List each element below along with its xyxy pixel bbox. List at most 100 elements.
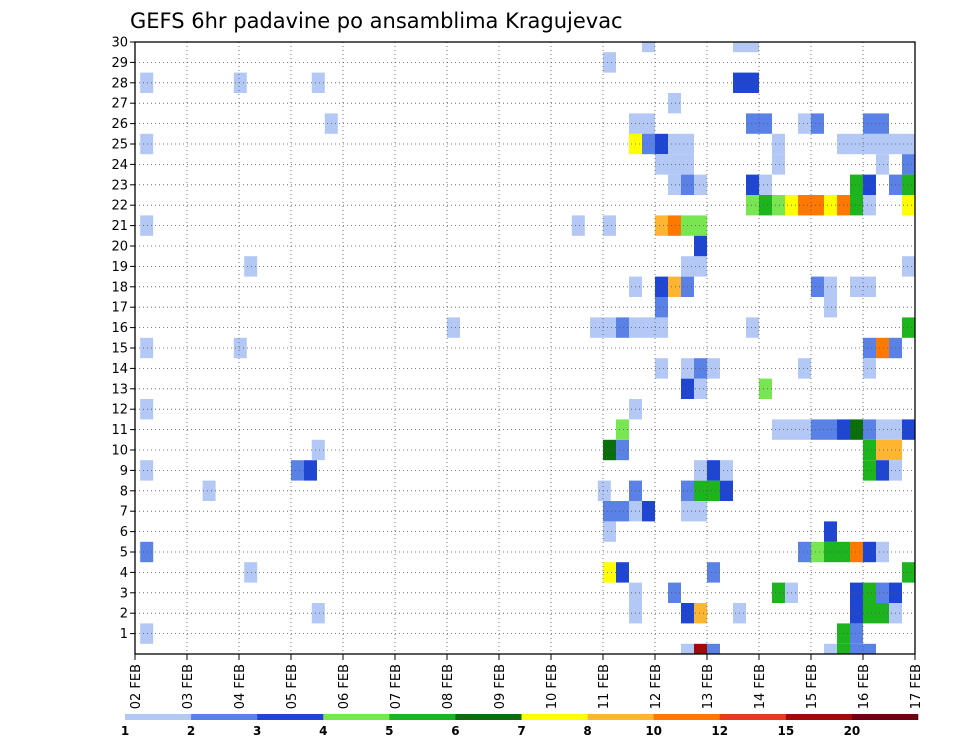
y-tick-label: 14 <box>111 362 128 377</box>
colorbar-label: 10 <box>645 724 662 738</box>
heatmap-cell <box>694 256 707 277</box>
heatmap-cell <box>746 113 759 134</box>
heatmap-cell <box>876 460 889 481</box>
heatmap-cell <box>655 276 668 297</box>
y-tick-label: 22 <box>111 199 128 214</box>
heatmap-cell <box>447 317 460 338</box>
heatmap-cell <box>811 419 824 440</box>
heatmap-cell <box>798 195 811 216</box>
y-tick-label: 5 <box>120 546 128 561</box>
heatmap-cell <box>681 643 694 654</box>
x-tick-label: 07 FEB <box>389 664 404 709</box>
heatmap-cell <box>603 562 616 583</box>
colorbar-label: 5 <box>385 724 393 738</box>
heatmap-cell <box>759 195 772 216</box>
x-tick-label: 17 FEB <box>909 664 924 709</box>
x-tick-label: 10 FEB <box>545 664 560 709</box>
heatmap-cell <box>668 154 681 175</box>
colorbar-label: 12 <box>711 724 728 738</box>
colorbar-label: 6 <box>451 724 459 738</box>
heatmap-cell <box>603 521 616 542</box>
heatmap-cell <box>603 439 616 461</box>
heatmap-cell <box>863 439 876 461</box>
heatmap-cell <box>863 419 876 440</box>
y-tick-label: 7 <box>120 505 128 520</box>
heatmap-cell <box>876 419 889 440</box>
heatmap-cell <box>642 317 655 338</box>
x-tick-label: 03 FEB <box>181 664 196 709</box>
heatmap-cell <box>902 317 915 338</box>
x-tick-label: 04 FEB <box>233 664 248 709</box>
heatmap-cell <box>850 276 863 297</box>
colorbar-label: 20 <box>844 724 861 738</box>
heatmap-cell <box>694 460 707 481</box>
heatmap-cell <box>863 541 876 563</box>
heatmap-cell <box>642 42 655 53</box>
heatmap-cell <box>863 113 876 134</box>
heatmap-cell <box>850 623 863 644</box>
heatmap-cell <box>655 317 668 338</box>
colorbar-label: 1 <box>121 724 129 738</box>
y-tick-label: 1 <box>120 627 128 642</box>
heatmap-cell <box>694 358 707 379</box>
heatmap-cell <box>694 603 707 624</box>
heatmap-cell <box>824 643 837 654</box>
heatmap-cell <box>655 154 668 175</box>
heatmap-cell <box>811 276 824 297</box>
heatmap-cell <box>720 460 733 481</box>
y-tick-label: 17 <box>111 301 128 316</box>
heatmap-cell <box>746 42 759 53</box>
colorbar-swatch <box>125 714 192 720</box>
heatmap-cell <box>837 643 850 654</box>
heatmap-cell <box>863 276 876 297</box>
heatmap-cell <box>863 195 876 216</box>
heatmap-cell <box>202 480 216 501</box>
heatmap-cell <box>824 297 837 318</box>
heatmap-cell <box>746 72 759 93</box>
heatmap-cell <box>876 439 889 461</box>
heatmap-cell <box>707 460 720 481</box>
y-tick-label: 3 <box>120 586 128 601</box>
heatmap-cell <box>863 643 876 654</box>
heatmap-cell <box>668 276 681 297</box>
heatmap-cell <box>876 113 889 134</box>
colorbar-swatch <box>521 714 588 720</box>
heatmap-cell <box>707 643 720 654</box>
heatmap-cell <box>668 174 681 195</box>
heatmap-cell <box>876 337 889 359</box>
heatmap-cell <box>707 358 720 379</box>
heatmap-cell <box>876 154 889 175</box>
heatmap-cell <box>850 419 863 440</box>
colorbar-swatch <box>653 714 721 720</box>
x-tick-label: 12 FEB <box>649 664 664 709</box>
heatmap-cell <box>850 582 863 603</box>
heatmap-cell <box>655 215 668 236</box>
heatmap-cell <box>140 541 154 563</box>
heatmap-cell <box>902 562 915 583</box>
heatmap-cell <box>863 174 876 195</box>
heatmap-cell <box>876 603 889 624</box>
colorbar-label: 2 <box>187 724 195 738</box>
heatmap-cell <box>233 337 247 359</box>
heatmap-cell <box>850 133 863 155</box>
heatmap-cell <box>707 480 720 501</box>
heatmap-cell <box>824 419 837 440</box>
heatmap-cell <box>902 256 915 277</box>
heatmap-cell <box>746 195 759 216</box>
x-tick-label: 16 FEB <box>857 664 872 709</box>
heatmap-cell <box>616 562 629 583</box>
heatmap-cell <box>694 215 707 236</box>
heatmap-cell <box>759 174 772 195</box>
colorbar-swatch <box>455 714 522 720</box>
colorbar-swatch <box>323 714 390 720</box>
heatmap-cell <box>140 623 154 644</box>
x-tick-label: 09 FEB <box>493 664 508 709</box>
y-tick-label: 29 <box>111 56 128 71</box>
heatmap-cell <box>850 195 863 216</box>
colorbar-swatch <box>587 714 654 720</box>
heatmap-cell <box>244 562 258 583</box>
heatmap-cell <box>668 582 681 603</box>
heatmap-cell <box>694 643 707 654</box>
y-tick-label: 2 <box>120 607 128 622</box>
